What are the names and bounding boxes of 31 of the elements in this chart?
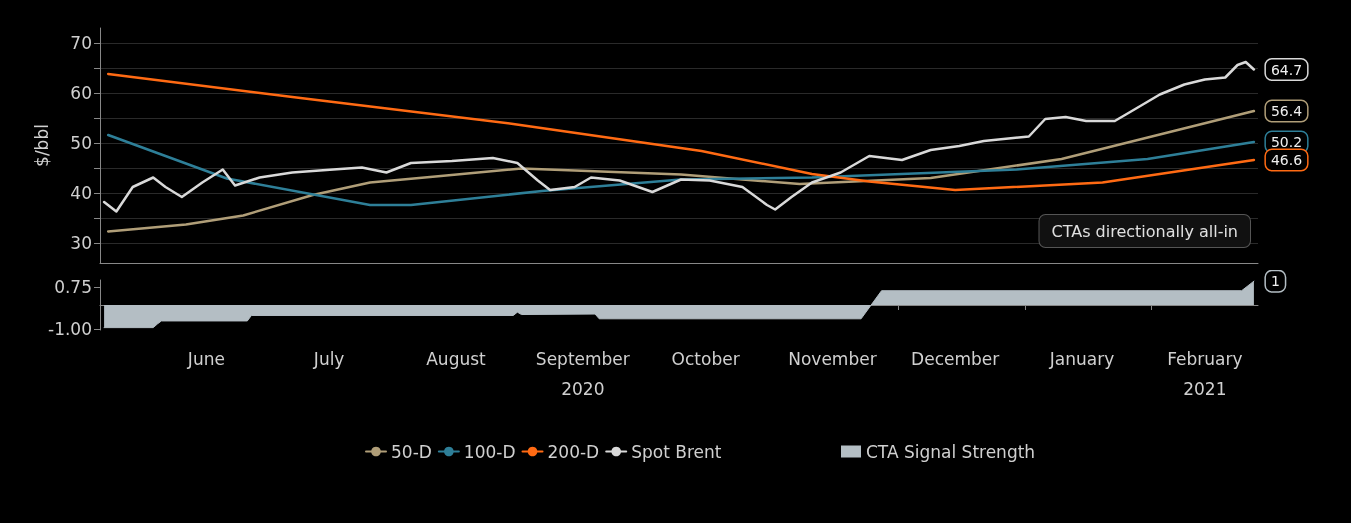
x-tick-label: January [1048,349,1115,369]
data-label: 56.4 [1270,103,1303,119]
y-tick-label: 30 [70,233,92,253]
x-tick-label: November [788,349,877,369]
line-series [102,60,1256,213]
legend-label: 100-D [463,441,516,462]
data-label: 50.2 [1270,134,1303,150]
y-tick-label: 0.75 [54,277,92,298]
legend-label: 200-D [547,441,600,462]
annotation: CTAs directionally all-in [1051,221,1239,241]
y-axis-title: $/bbl [31,124,52,167]
y-tick-label: 40 [70,183,92,203]
line-series [106,72,1256,192]
y-tick-label: 50 [70,133,92,153]
legend-label: CTA Signal Strength [866,441,1036,462]
legend-label: Spot Brent [631,441,722,462]
x-tick-label: June [186,349,225,369]
x-tick-label: August [426,349,487,369]
line-series [106,133,1256,207]
x-tick-label: July [312,349,345,369]
y-tick-label: 60 [70,83,92,103]
data-label: 64.7 [1270,61,1303,78]
x-tick-label: September 2020 [535,349,630,399]
x-tick-label: October [671,349,740,369]
data-label: 1 [1270,273,1280,290]
data-label: 46.6 [1270,152,1303,168]
y-tick-label: 70 [70,33,92,53]
x-tick-label: February 2021 [1167,349,1243,399]
x-tick-label: December [911,349,1000,369]
y-tick-label: -1.00 [48,318,92,339]
legend-label: 50-D [391,441,432,462]
